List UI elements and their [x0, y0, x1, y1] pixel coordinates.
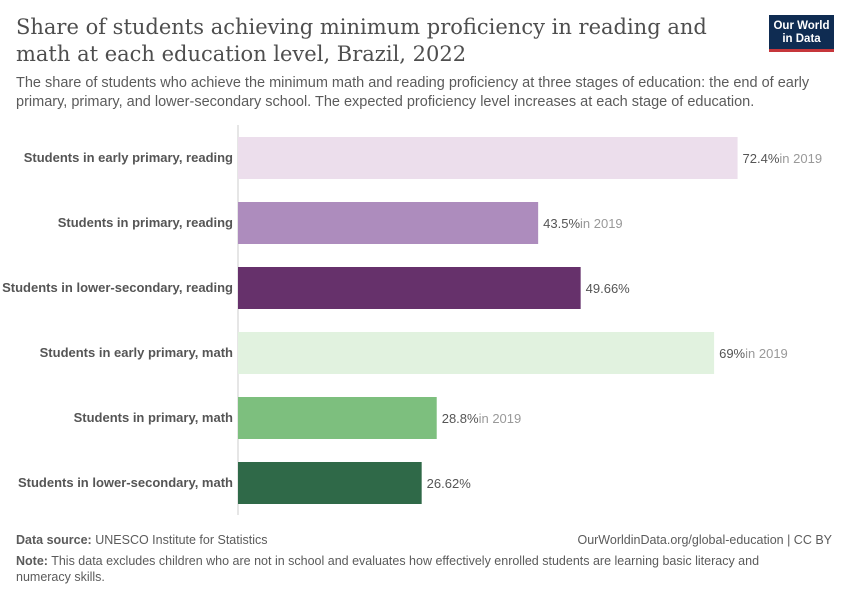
value-label: 69%in 2019 — [719, 346, 788, 361]
category-label: Students in early primary, math — [40, 345, 233, 360]
value-label: 49.66% — [586, 281, 631, 296]
owid-logo[interactable]: Our World in Data — [769, 15, 834, 52]
source-text: UNESCO Institute for Statistics — [95, 533, 268, 547]
data-source: Data source: UNESCO Institute for Statis… — [16, 533, 268, 547]
bar-chart: Students in early primary, reading 72.4%i… — [2, 125, 823, 515]
category-label: Students in lower-secondary, math — [18, 475, 233, 490]
year-annotation: in 2019 — [479, 411, 522, 426]
year-annotation: in 2019 — [745, 346, 788, 361]
bar[interactable] — [238, 202, 539, 244]
bar[interactable] — [238, 462, 422, 504]
category-label: Students in primary, reading — [58, 215, 233, 230]
note: Note: This data excludes children who ar… — [16, 554, 760, 584]
value-label: 72.4%in 2019 — [743, 151, 823, 166]
value-label: 28.8%in 2019 — [442, 411, 522, 426]
bar[interactable] — [238, 332, 715, 374]
bar[interactable] — [238, 397, 437, 439]
note-text: This data excludes children who are not … — [16, 554, 760, 584]
bar[interactable] — [238, 137, 738, 179]
bar[interactable] — [238, 267, 581, 309]
source-link[interactable]: OurWorldinData.org/global-education | CC… — [577, 533, 832, 547]
category-label: Students in primary, math — [74, 410, 233, 425]
year-annotation: in 2019 — [779, 151, 822, 166]
year-annotation: in 2019 — [580, 216, 623, 231]
chart-title: Share of students achieving minimum prof… — [16, 15, 707, 66]
chart-subtitle: The share of students who achieve the mi… — [16, 75, 810, 110]
value-label: 26.62% — [427, 476, 472, 491]
category-label: Students in early primary, reading — [24, 150, 233, 165]
category-label: Students in lower-secondary, reading — [2, 280, 233, 295]
value-label: 43.5%in 2019 — [543, 216, 623, 231]
